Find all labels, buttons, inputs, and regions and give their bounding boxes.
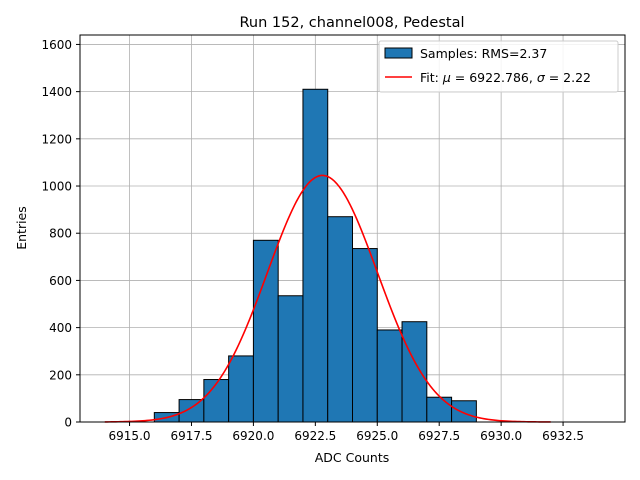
histogram-bar [426, 396, 453, 423]
plot-frame [79, 34, 626, 423]
histogram-bar [302, 88, 329, 423]
x-tick-label: 6915.0 [109, 429, 151, 443]
x-tick-label: 6922.5 [294, 429, 336, 443]
y-tick-label: 800 [49, 227, 72, 241]
x-axis-label: ADC Counts [315, 450, 390, 465]
legend-fit-label: Fit: μ = 6922.786, σ = 2.22 [420, 70, 591, 85]
y-tick-label: 1200 [41, 132, 72, 146]
x-axis-ticks: 6915.0 6917.5 6920.0 6922.5 6925.0 6927.5 6930… [109, 422, 584, 443]
histogram-bar [401, 321, 428, 423]
legend-fit-prefix: Fit: [420, 70, 443, 85]
y-axis-ticks: 0 200 400 600 800 1000 1200 1400 1600 [41, 38, 80, 430]
histogram-bar [228, 355, 254, 423]
legend-fit-mu-symbol: μ [442, 70, 451, 85]
x-tick-label: 6917.5 [170, 429, 212, 443]
histogram-bar [327, 216, 353, 423]
y-tick-label: 1400 [41, 85, 72, 99]
x-tick-label: 6932.5 [542, 429, 584, 443]
y-tick-label: 0 [64, 416, 72, 430]
histogram-bar [277, 295, 304, 423]
histogram-bar [252, 239, 279, 423]
y-tick-label: 1600 [41, 38, 72, 52]
x-tick-label: 6925.0 [356, 429, 398, 443]
legend-fit-sigma-value: = 2.22 [545, 70, 591, 85]
y-tick-label: 600 [49, 274, 72, 288]
histogram-bar [352, 248, 378, 423]
y-tick-label: 1000 [41, 180, 72, 194]
y-axis-label: Entries [14, 206, 29, 250]
legend: Samples: RMS=2.37 Fit: μ = 6922.786, σ =… [378, 40, 619, 93]
histogram-bar [203, 379, 230, 423]
x-tick-label: 6920.0 [232, 429, 274, 443]
y-tick-label: 200 [49, 368, 72, 382]
histogram-bar [178, 399, 205, 423]
histogram-bar [376, 329, 403, 423]
x-tick-label: 6930.0 [480, 429, 522, 443]
legend-box [378, 40, 619, 93]
x-tick-label: 6927.5 [418, 429, 460, 443]
histogram-bars [153, 88, 477, 423]
gaussian-fit-curve [104, 174, 551, 423]
chart-title: Run 152, channel008, Pedestal [239, 15, 464, 31]
legend-samples-swatch [384, 47, 413, 59]
histogram-bar [451, 400, 477, 423]
legend-samples-label: Samples: RMS=2.37 [420, 46, 547, 61]
y-tick-label: 400 [49, 321, 72, 335]
legend-fit-sigma-symbol: σ [537, 70, 546, 85]
legend-fit-mu-value: = 6922.786, [451, 70, 537, 85]
